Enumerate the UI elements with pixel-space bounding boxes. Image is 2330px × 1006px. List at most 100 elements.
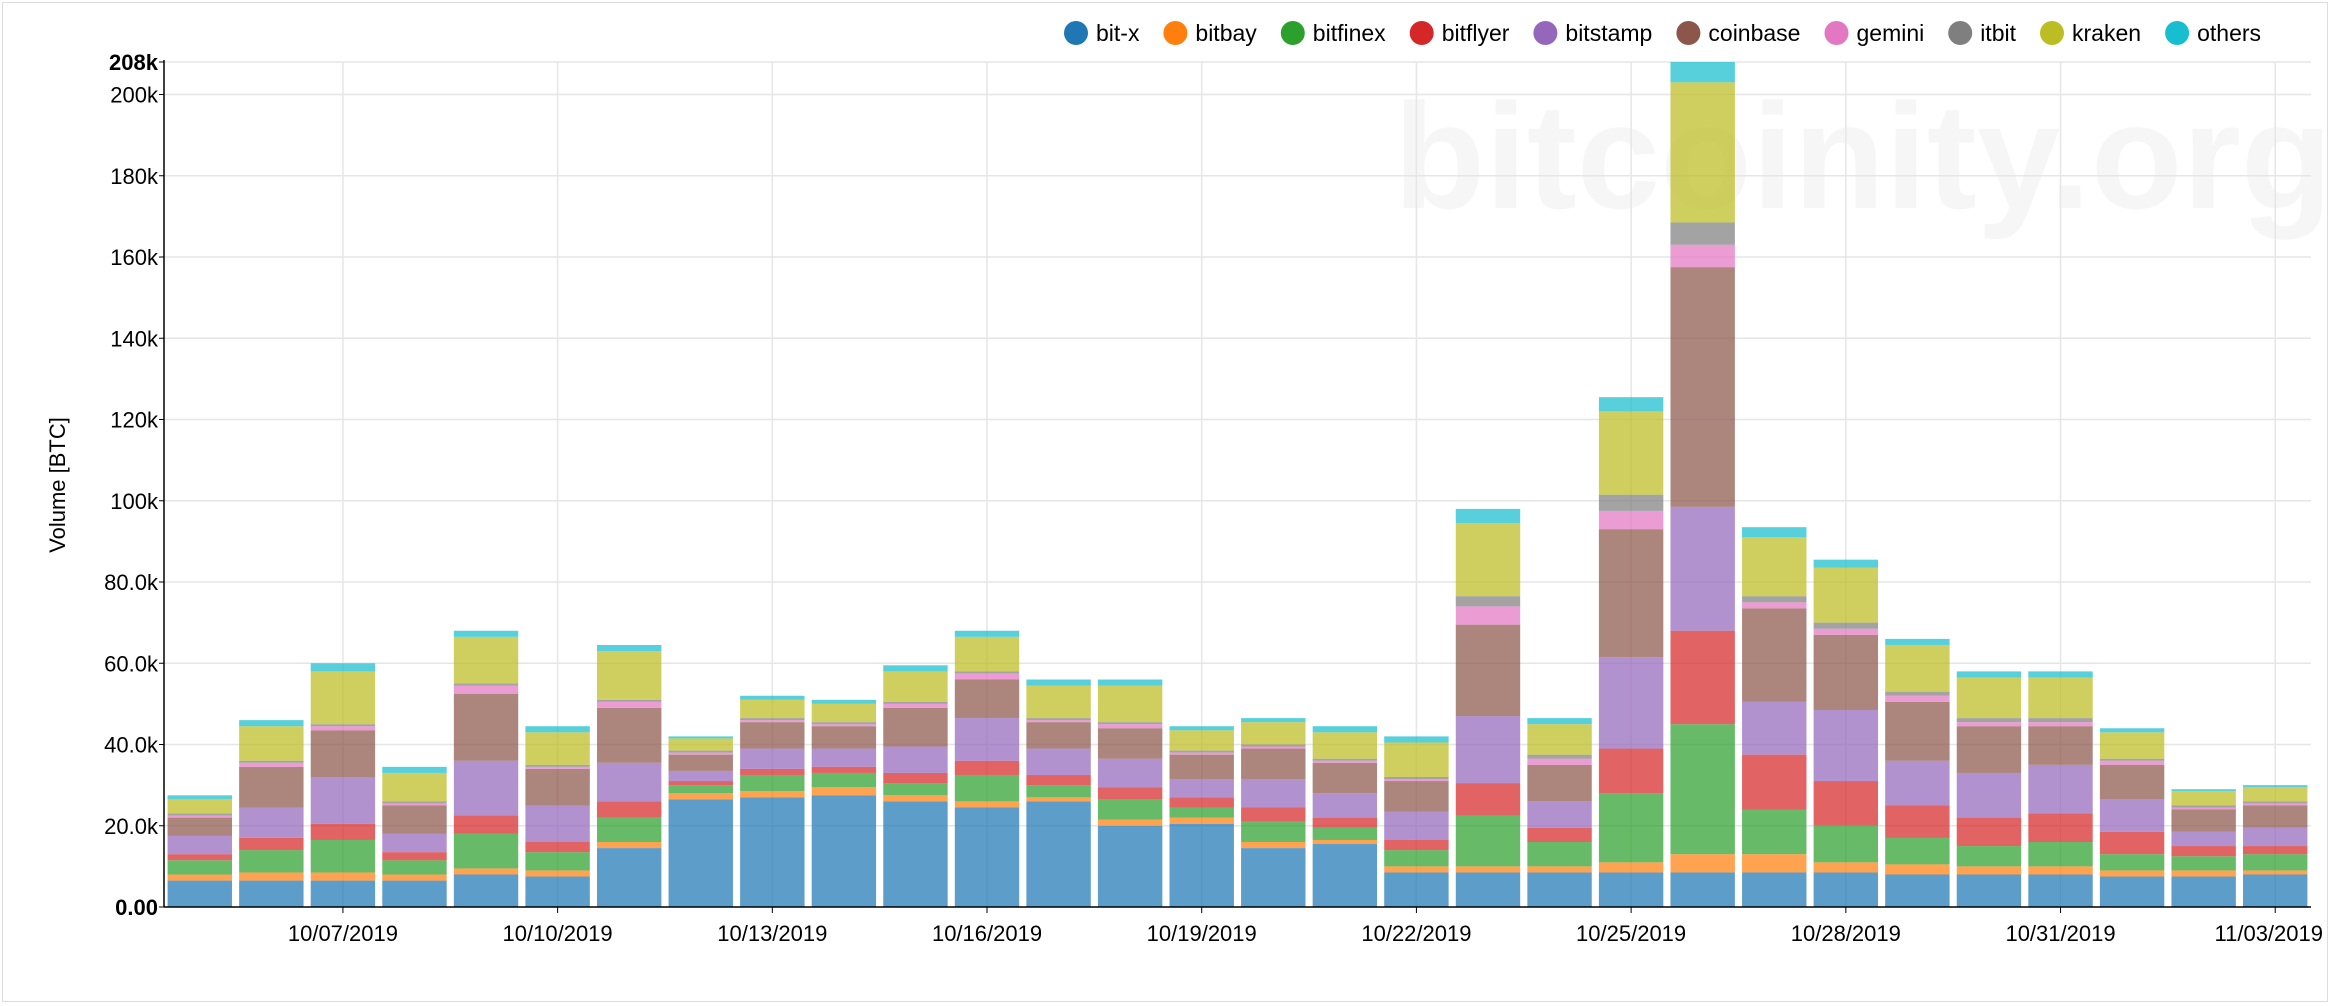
bar-segment-bitfinex (2171, 856, 2236, 871)
bar-segment-gemini (1670, 244, 1735, 268)
bar-segment-gemini (239, 762, 304, 767)
bar-segment-bitstamp (954, 718, 1020, 761)
bar-segment-gemini (1885, 695, 1950, 702)
axes-layer: 0.00 20.0k 40.0k 60.0k 80.0k 100k 120k 140k 160k… (45, 50, 2323, 946)
bar-segment-bitflyer (525, 842, 590, 853)
bar-segment-coinbase (883, 707, 948, 747)
bar-segment-bitstamp (453, 760, 519, 816)
bar-segment-bitflyer (954, 760, 1020, 775)
bar-segment-bitbay (1527, 866, 1592, 873)
y-tick-label: 40.0k (104, 733, 159, 758)
bar-segment-bit-x (1527, 872, 1592, 907)
bar-segment-kraken (596, 651, 662, 700)
bar-segment-bitfinex (1169, 807, 1234, 818)
bar-segment-gemini (2028, 722, 2093, 727)
bar-segment-itbit (1455, 596, 1521, 607)
bars-layer (167, 62, 2308, 908)
bar-segment-kraken (239, 726, 304, 761)
x-tick-label: 10/31/2019 (2005, 921, 2115, 946)
bar-segment-others (954, 630, 1020, 637)
bar-segment-bitfinex (1384, 850, 1449, 867)
bar-segment-others (1742, 527, 1807, 538)
bar-segment-bitstamp (1956, 772, 2022, 818)
bar-segment-coinbase (1241, 748, 1306, 780)
bar-segment-bitfinex (740, 774, 805, 792)
bar-segment-bitfinex (596, 817, 662, 843)
bar-segment-coinbase (453, 693, 519, 761)
bar-segment-bitstamp (525, 805, 590, 842)
bar-segment-bit-x (1169, 823, 1234, 907)
bar-segment-bitflyer (382, 852, 447, 861)
bar-segment-others (453, 630, 519, 637)
bar-segment-kraken (1742, 537, 1807, 597)
legend-label: kraken (2072, 20, 2141, 46)
bar-segment-others (239, 720, 304, 727)
bar-segment-others (1097, 679, 1163, 686)
bar-segment-bitbay (740, 791, 805, 798)
bar-segment-others (740, 695, 805, 700)
bar-segment-bitbay (1241, 842, 1306, 849)
bar-segment-bit-x (1241, 848, 1306, 907)
legend-label: bitstamp (1565, 20, 1652, 46)
bar-segment-bitflyer (1742, 754, 1807, 810)
bar-segment-itbit (954, 671, 1020, 674)
bar-segment-coinbase (954, 679, 1020, 719)
bar-segment-bitfinex (1742, 809, 1807, 855)
bar-segment-coinbase (668, 754, 733, 771)
bar-segment-coinbase (1026, 722, 1091, 749)
y-tick-label: 208k (109, 50, 159, 75)
bar-segment-itbit (811, 722, 877, 725)
bar-segment-kraken (382, 772, 447, 802)
y-tick-label: 200k (110, 83, 159, 108)
bar-segment-itbit (1670, 222, 1735, 245)
bar-segment-bit-x (1885, 874, 1950, 907)
bar-segment-itbit (596, 699, 662, 702)
bar-segment-bitflyer (1670, 630, 1735, 725)
bar-segment-itbit (1813, 622, 1879, 629)
bar-segment-bitstamp (1527, 801, 1592, 828)
bar-segment-bit-x (1670, 872, 1735, 907)
bar-segment-bitfinex (1670, 724, 1735, 855)
y-tick-label: 140k (110, 326, 159, 351)
bar-segment-kraken (2243, 787, 2308, 802)
bar-segment-kraken (1956, 677, 2022, 719)
bar-segment-bitstamp (239, 807, 304, 838)
x-tick-label: 10/28/2019 (1791, 921, 1901, 946)
bar-segment-bitstamp (811, 748, 877, 767)
bar-segment-bitflyer (1527, 827, 1592, 842)
bar-segment-bit-x (596, 848, 662, 907)
bar-segment-others (167, 795, 232, 800)
bar-segment-bitflyer (596, 801, 662, 818)
bar-segment-kraken (1026, 685, 1091, 719)
bar-segment-others (1956, 671, 2022, 678)
bar-segment-coinbase (239, 766, 304, 808)
bar-segment-kraken (668, 738, 733, 751)
bar-segment-itbit (1312, 758, 1378, 761)
bar-segment-itbit (740, 718, 805, 721)
bar-segment-bitflyer (1312, 817, 1378, 828)
legend-swatch (1163, 21, 1188, 45)
legend-label: bitflyer (1442, 20, 1510, 46)
bar-segment-itbit (310, 724, 376, 727)
y-tick-label: 80.0k (104, 570, 159, 595)
bar-segment-gemini (1241, 746, 1306, 749)
x-tick-label: 11/03/2019 (2215, 921, 2323, 946)
bar-segment-bitfinex (1026, 785, 1091, 798)
bar-segment-bitbay (811, 787, 877, 796)
bar-segment-bitstamp (1241, 779, 1306, 808)
bar-segment-kraken (1813, 567, 1879, 623)
bar-segment-bit-x (1097, 825, 1163, 907)
bar-segment-bitstamp (1312, 793, 1378, 818)
bar-segment-coinbase (1813, 634, 1879, 710)
bar-segment-gemini (382, 803, 447, 806)
bar-segment-bitstamp (1598, 657, 1664, 749)
bar-segment-bitfinex (2028, 842, 2093, 867)
bar-segment-gemini (596, 701, 662, 708)
bar-segment-bitfinex (1097, 799, 1163, 820)
bar-segment-coinbase (2028, 726, 2093, 765)
bar-segment-coinbase (167, 817, 232, 836)
bar-segment-kraken (1885, 644, 1950, 692)
legend-label: bitfinex (1313, 20, 1386, 46)
bar-segment-others (1670, 62, 1735, 83)
bar-segment-kraken (1670, 82, 1735, 223)
